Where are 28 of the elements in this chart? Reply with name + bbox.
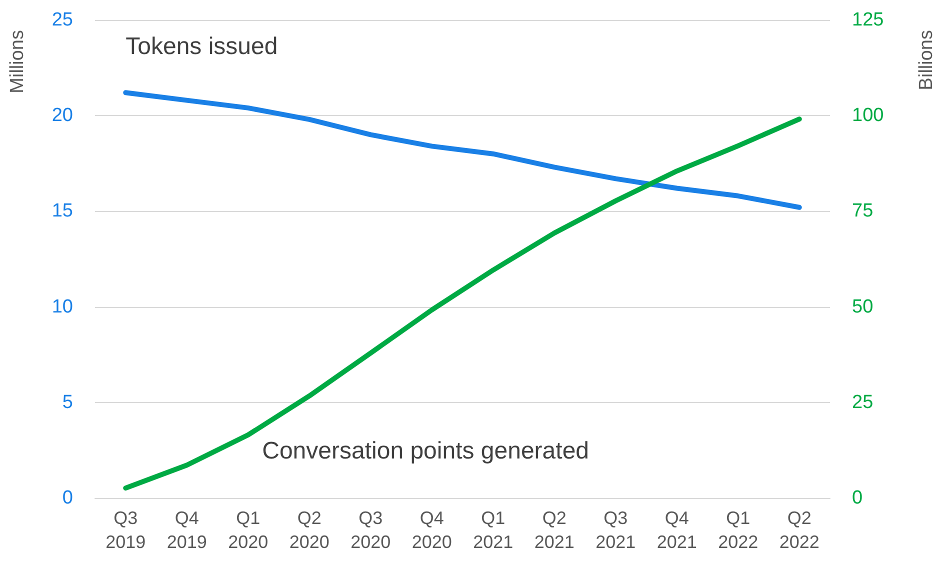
x-tick-label: Q1 2022	[718, 508, 758, 552]
series-label: Tokens issued	[126, 33, 278, 60]
x-tick-label: Q4 2020	[412, 508, 452, 552]
y-tick-label: 5	[62, 392, 73, 413]
y-tick-label: 25	[52, 10, 73, 30]
x-tick-label: Q2 2020	[289, 508, 330, 552]
x-tick-label: Q3 2019	[106, 508, 146, 552]
x-tick-label: Q4 2019	[166, 508, 207, 552]
x-tick-label: Q1 2020	[228, 508, 268, 552]
y2-tick-label: 75	[852, 200, 874, 222]
x-tick-label: Q2 2021	[534, 508, 574, 552]
y-tick-label: 20	[52, 105, 73, 126]
y-tick-label: 0	[62, 488, 73, 508]
y2-tick-label: 100	[852, 105, 884, 126]
y2-tick-label: 0	[852, 488, 863, 508]
y2-tick-label: 50	[852, 296, 874, 318]
y-tick-label: 15	[52, 200, 73, 222]
y2-tick-label: 125	[852, 10, 884, 30]
y-axis-title: Millions	[7, 30, 28, 94]
x-tick-label: Q4 2021	[656, 508, 697, 552]
x-tick-label: Q3 2020	[350, 508, 391, 552]
x-tick-label: Q2 2022	[779, 508, 820, 552]
y2-tick-label: 25	[852, 392, 874, 413]
series-label: Conversation points generated	[262, 437, 590, 464]
x-tick-label: Q3 2021	[596, 508, 636, 552]
y-tick-label: 10	[52, 296, 73, 318]
x-tick-label: Q1 2021	[473, 508, 514, 552]
y2-axis-title: Billions	[916, 30, 937, 90]
